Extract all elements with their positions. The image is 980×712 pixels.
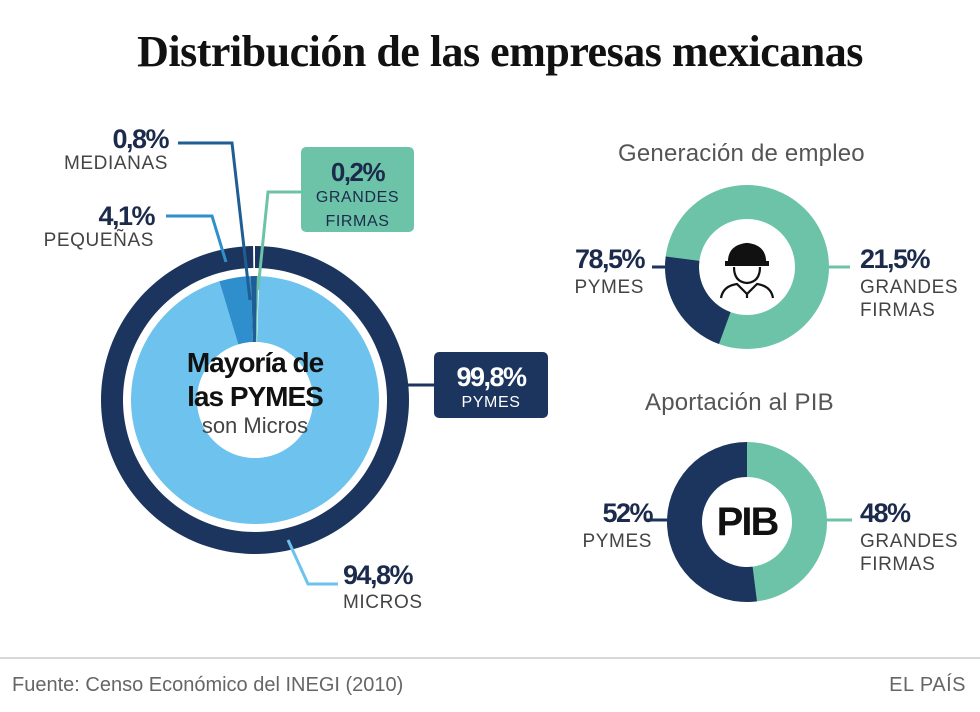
pib-grandes-label-2: FIRMAS (860, 553, 936, 575)
leader-pequenas (166, 214, 228, 263)
pib-title: Aportación al PIB (645, 389, 834, 416)
pib-pymes-slice (667, 442, 758, 602)
micros-slice (131, 276, 380, 524)
pequenas-label: PEQUEÑAS (43, 230, 154, 251)
empleo-grandes-label-1: GRANDES (860, 277, 959, 298)
pequenas-slice (219, 276, 254, 345)
pib-grandes-value: 48% (860, 498, 911, 528)
empleo-pymes-slice (665, 256, 731, 345)
leader-micros (286, 539, 338, 586)
main-center-text: Mayoría de las PYMES son Micros (180, 346, 330, 439)
pymes-label: PYMES (461, 394, 521, 411)
empleo-grandes-value: 21,5% (860, 244, 931, 274)
footer-brand: EL PAÍS (889, 674, 966, 696)
grandes-slice (255, 276, 259, 343)
medianas-label: MEDIANAS (63, 153, 168, 174)
worker-helmet-icon (719, 242, 775, 299)
empleo-pymes-label: PYMES (574, 277, 644, 298)
empleo-pymes-value: 78,5% (574, 244, 646, 274)
center-line-1: Mayoría de (186, 347, 324, 378)
pib-grandes-slice (747, 442, 828, 602)
pib-grandes-label-1: GRANDES (860, 531, 959, 552)
medianas-value: 0,8% (112, 124, 169, 154)
center-line-2: las PYMES (187, 380, 324, 412)
pib-pymes-group: 52% PYMES (520, 498, 653, 554)
grandes-badge: 0,2% GRANDES FIRMAS (301, 147, 414, 232)
pib-center-text: PIB (716, 500, 780, 544)
pib-donut-hole (703, 478, 791, 566)
footer-divider (0, 657, 980, 659)
grandes-value: 0,2% (330, 157, 386, 187)
medianas-slice (250, 276, 257, 343)
empleo-title: Generación de empleo (618, 140, 865, 167)
micros-value: 94,8% (343, 560, 414, 590)
empleo-pymes-group: 78,5% PYMES (520, 244, 646, 300)
micros-label-group: 94,8% MICROS (343, 562, 423, 615)
empleo-donut-hole (700, 220, 794, 314)
leader-grandes (256, 190, 301, 291)
pymes-value: 99,8% (456, 362, 527, 392)
pib-pymes-value: 52% (602, 498, 653, 528)
micros-label: MICROS (343, 592, 423, 613)
pib-grandes-group: 48% GRANDES FIRMAS (860, 500, 978, 577)
pymes-badge: 99,8% PYMES (434, 352, 548, 418)
pequenas-label-group: 4,1% PEQUEÑAS (20, 201, 156, 253)
empleo-grandes-label-2: FIRMAS (860, 299, 936, 321)
leader-medianas (178, 141, 252, 301)
medianas-label-group: 0,8% MEDIANAS (40, 124, 170, 176)
main-donut-hole (197, 342, 313, 458)
grandes-label-2: FIRMAS (325, 212, 390, 230)
empleo-grandes-group: 21,5% GRANDES FIRMAS (860, 246, 978, 323)
chart-title: Distribución de las empresas mexicanas (137, 27, 863, 76)
pib-pymes-label: PYMES (582, 531, 652, 552)
pequenas-value: 4,1% (98, 201, 155, 231)
center-line-3: son Micros (201, 413, 309, 439)
grandes-label-1: GRANDES (315, 189, 400, 206)
footer-source: Fuente: Censo Económico del INEGI (2010) (12, 674, 404, 696)
